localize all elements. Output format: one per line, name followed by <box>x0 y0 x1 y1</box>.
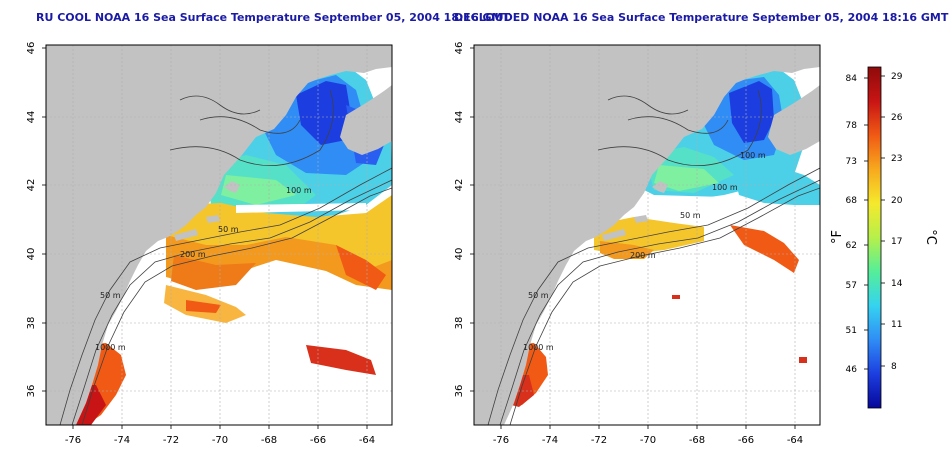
colorbar-f-tick: 68 <box>846 196 858 206</box>
lat-tick: 36 <box>454 385 465 398</box>
lon-tick: -74 <box>114 435 130 446</box>
lat-tick: 42 <box>26 179 37 192</box>
map-title-right: DECLOUDED NOAA 16 Sea Surface Temperatur… <box>454 11 949 24</box>
contour-label: 200 m <box>630 251 656 260</box>
lat-tick: 42 <box>454 179 465 192</box>
colorbar-c-tick: 17 <box>891 237 902 247</box>
map-left-contours <box>59 89 392 425</box>
lon-tick: -66 <box>310 435 326 446</box>
lon-tick: -72 <box>163 435 179 446</box>
colorbar-c-tick: 20 <box>891 196 903 206</box>
lat-tick: 46 <box>454 42 465 55</box>
colorbar: 84 78 73 68 62 57 51 46 29 26 23 20 17 1… <box>830 66 938 409</box>
map-left-grid <box>46 45 392 425</box>
lon-tick: -76 <box>493 435 509 446</box>
colorbar-f-tick: 73 <box>846 157 857 167</box>
colorbar-c-label: °C <box>923 229 938 245</box>
colorbar-f-label: °F <box>830 230 845 244</box>
lat-tick: 44 <box>26 111 37 124</box>
map-left: 50 m 100 m 200 m 1000 m 50 m -76 -74 -72… <box>26 42 393 446</box>
contour-label: 200 m <box>180 250 206 259</box>
contour-label: 100 m <box>286 186 312 195</box>
map-left-sst-field <box>51 65 392 425</box>
map-right: 50 m 100 m 100 m 200 m 1000 m 50 m -76 -… <box>454 42 821 446</box>
colorbar-f-tick: 51 <box>846 326 857 336</box>
lat-tick: 40 <box>454 248 465 261</box>
lon-tick: -74 <box>542 435 558 446</box>
colorbar-c-tick: 11 <box>891 320 902 330</box>
lat-tick: 44 <box>454 111 465 124</box>
contour-label: 1000 m <box>523 343 554 352</box>
lat-tick: 40 <box>26 248 37 261</box>
map-right-contours <box>487 89 820 425</box>
colorbar-f-tick: 46 <box>846 365 858 375</box>
lon-tick: -70 <box>640 435 656 446</box>
lon-tick: -72 <box>591 435 607 446</box>
lat-tick: 38 <box>454 317 465 330</box>
contour-label: 100 m <box>740 151 766 160</box>
colorbar-f-tick: 57 <box>846 281 857 291</box>
contour-label: 100 m <box>712 183 738 192</box>
map-right-contour-labels: 50 m 100 m 100 m 200 m 1000 m 50 m <box>523 151 766 352</box>
map-right-border <box>473 44 821 426</box>
lon-tick: -70 <box>212 435 228 446</box>
colorbar-f-tick: 78 <box>846 121 858 131</box>
contour-label: 1000 m <box>95 343 126 352</box>
colorbar-c-tick: 26 <box>891 113 903 123</box>
map-right-grid <box>474 45 820 425</box>
lon-tick: -64 <box>787 435 803 446</box>
colorbar-c-tick: 8 <box>891 362 897 372</box>
lon-tick: -76 <box>65 435 81 446</box>
colorbar-c-tick: 14 <box>891 279 903 289</box>
lon-tick: -66 <box>738 435 754 446</box>
contour-label: 50 m <box>680 211 701 220</box>
map-left-border <box>45 44 393 426</box>
colorbar-f-tick: 84 <box>846 74 858 84</box>
lat-tick: 46 <box>26 42 37 55</box>
map-title-left: RU COOL NOAA 16 Sea Surface Temperature … <box>36 11 510 24</box>
contour-label: 50 m <box>218 225 239 234</box>
lat-tick: 36 <box>26 385 37 398</box>
colorbar-f-tick: 62 <box>846 241 857 251</box>
lon-tick: -64 <box>359 435 375 446</box>
colorbar-c-tick: 29 <box>891 72 903 82</box>
colorbar-gradient <box>867 66 882 409</box>
lon-tick: -68 <box>689 435 705 446</box>
lon-tick: -68 <box>261 435 277 446</box>
map-left-contour-labels: 50 m 100 m 200 m 1000 m 50 m <box>95 186 312 352</box>
lat-tick: 38 <box>26 317 37 330</box>
colorbar-c-tick: 23 <box>891 154 902 164</box>
contour-label: 50 m <box>100 291 121 300</box>
contour-label: 50 m <box>528 291 549 300</box>
